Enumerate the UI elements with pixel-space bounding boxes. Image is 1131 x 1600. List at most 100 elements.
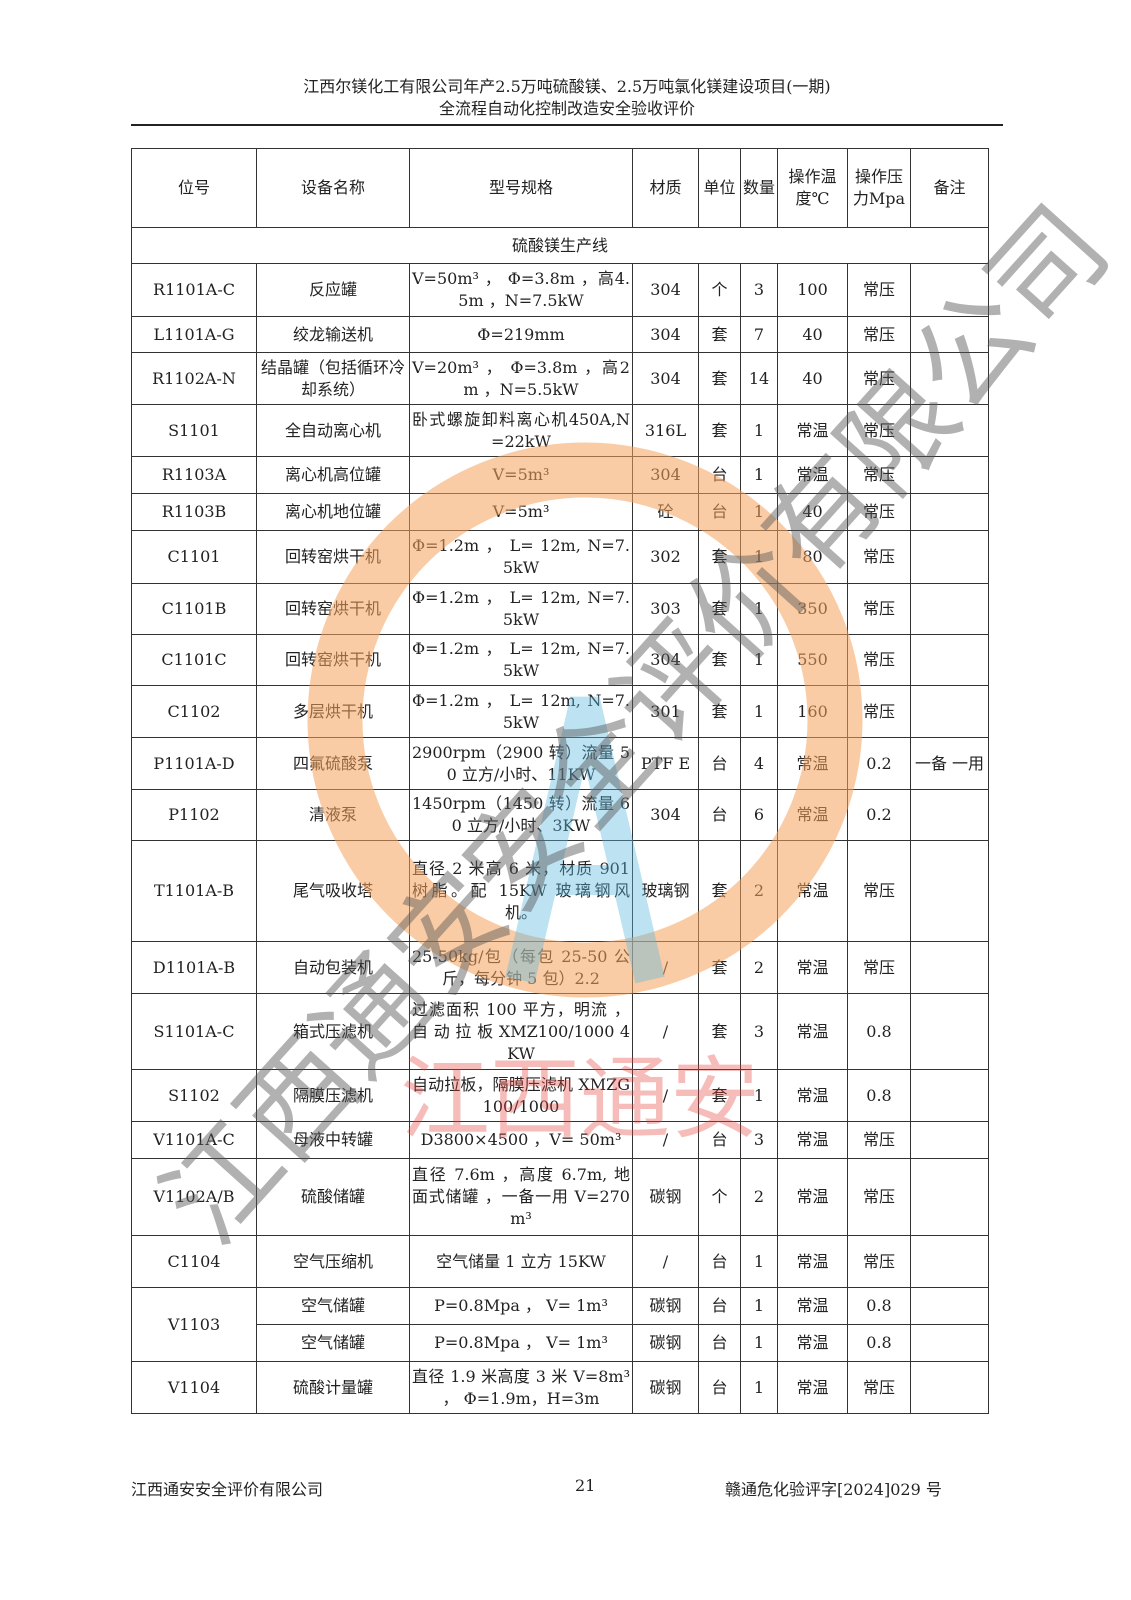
- header-rule: [131, 124, 1003, 126]
- operating-temp-cell: 常温: [777, 1069, 848, 1122]
- operating-temp-cell: 常温: [777, 1361, 848, 1414]
- operating-temp-cell: 常温: [777, 789, 848, 841]
- remarks-cell: [910, 1324, 989, 1362]
- equipment-name-cell: 反应罐: [256, 263, 410, 317]
- unit-cell: 套: [698, 530, 741, 584]
- operating-pressure-cell: 常压: [847, 352, 911, 405]
- section-title: 硫酸镁生产线: [131, 227, 989, 264]
- remarks-cell: [910, 263, 989, 317]
- model-spec-cell: Φ=1.2m ， L= 12m, N=7.5kW: [409, 583, 633, 635]
- operating-temp-cell: 常温: [777, 1158, 848, 1236]
- remarks-cell: [910, 1158, 989, 1236]
- material-cell: 碳钢: [632, 1324, 699, 1362]
- model-spec-cell: 空气储量 1 立方 15KW: [409, 1235, 633, 1288]
- quantity-cell: 1: [740, 1324, 778, 1362]
- equipment-name-cell: 回转窑烘干机: [256, 634, 410, 686]
- operating-temp-cell: 40: [777, 352, 848, 405]
- equipment-name-cell: 回转窑烘干机: [256, 530, 410, 584]
- model-spec-cell: P=0.8Mpa ， V= 1m³: [409, 1287, 633, 1325]
- model-spec-cell: Φ=1.2m ， L= 12m, N=7.5kW: [409, 634, 633, 686]
- material-cell: /: [632, 1121, 699, 1159]
- remarks-cell: [910, 1235, 989, 1288]
- equipment-name-cell: 绞龙输送机: [256, 316, 410, 353]
- position-code-cell: P1101A-D: [131, 737, 257, 790]
- column-header: 操作压力Mpa: [847, 148, 911, 228]
- quantity-cell: 4: [740, 737, 778, 790]
- model-spec-cell: V=50m³ ， Φ=3.8m ，高4.5m ，N=7.5kW: [409, 263, 633, 317]
- equipment-name-cell: 四氟硫酸泵: [256, 737, 410, 790]
- unit-cell: 台: [698, 789, 741, 841]
- material-cell: /: [632, 941, 699, 994]
- table-row: S1102 隔膜压滤机 自动拉板，隔膜压滤机 XMZG100/1000/套 1 常温 0.…: [131, 1069, 989, 1122]
- operating-temp-cell: 160: [777, 685, 848, 738]
- remarks-cell: [910, 1361, 989, 1414]
- table-row: C1101B 回转窑烘干机 Φ=1.2m ， L= 12m, N=7.5kW 303 套…: [131, 583, 989, 635]
- quantity-cell: 2: [740, 840, 778, 942]
- remarks-cell: [910, 404, 989, 457]
- position-code-cell: S1101A-C: [131, 993, 257, 1070]
- material-cell: 碳钢: [632, 1287, 699, 1325]
- quantity-cell: 1: [740, 456, 778, 494]
- table-row: V1102A/B 硫酸储罐 直径 7.6m ，高度 6.7m, 地面式储罐 ，一备一…: [131, 1158, 989, 1236]
- operating-temp-cell: 350: [777, 583, 848, 635]
- column-header: 数量: [740, 148, 778, 228]
- position-code-cell: C1101B: [131, 583, 257, 635]
- model-spec-cell: V=5m³: [409, 493, 633, 531]
- material-cell: /: [632, 1235, 699, 1288]
- unit-cell: 套: [698, 1069, 741, 1122]
- operating-temp-cell: 常温: [777, 840, 848, 942]
- equipment-name-cell: 硫酸储罐: [256, 1158, 410, 1236]
- operating-pressure-cell: 常压: [847, 583, 911, 635]
- table-row: S1101 全自动离心机 卧式螺旋卸料离心机450A,N=22kW 316L 套 1 常温常…: [131, 404, 989, 457]
- unit-cell: 台: [698, 1287, 741, 1325]
- quantity-cell: 2: [740, 1158, 778, 1236]
- unit-cell: 套: [698, 634, 741, 686]
- operating-temp-cell: 常温: [777, 1121, 848, 1159]
- equipment-name-cell: 硫酸计量罐: [256, 1361, 410, 1414]
- quantity-cell: 1: [740, 1235, 778, 1288]
- model-spec-cell: 直径 7.6m ，高度 6.7m, 地面式储罐 ，一备一用 V=270 m³: [409, 1158, 633, 1236]
- operating-pressure-cell: 常压: [847, 530, 911, 584]
- quantity-cell: 1: [740, 685, 778, 738]
- model-spec-cell: 2900rpm（2900 转）流量 50 立方/小时、11KW: [409, 737, 633, 790]
- operating-temp-cell: 常温: [777, 404, 848, 457]
- table-header-row: 位号 设备名称 型号规格 材质 单位 数量 操作温度℃ 操作压力Mpa 备注: [131, 148, 989, 228]
- operating-temp-cell: 40: [777, 493, 848, 531]
- section-row: 硫酸镁生产线: [131, 227, 989, 264]
- table-row: R1101A-C 反应罐 V=50m³ ， Φ=3.8m ，高4.5m ，N=7.5…: [131, 263, 989, 317]
- model-spec-cell: D3800×4500 ，V= 50m³: [409, 1121, 633, 1159]
- unit-cell: 套: [698, 352, 741, 405]
- unit-cell: 台: [698, 1235, 741, 1288]
- equipment-name-cell: 全自动离心机: [256, 404, 410, 457]
- remarks-cell: [910, 493, 989, 531]
- unit-cell: 套: [698, 840, 741, 942]
- equipment-name-cell: 结晶罐（包括循环冷却系统）: [256, 352, 410, 405]
- column-header: 设备名称: [256, 148, 410, 228]
- operating-temp-cell: 常温: [777, 993, 848, 1070]
- model-spec-cell: Φ=1.2m ， L= 12m, N=7.5kW: [409, 685, 633, 738]
- material-cell: 304: [632, 263, 699, 317]
- column-header: 材质: [632, 148, 699, 228]
- equipment-name-cell: 离心机地位罐: [256, 493, 410, 531]
- position-code-cell: S1101: [131, 404, 257, 457]
- model-spec-cell: Φ=1.2m ， L= 12m, N=7.5kW: [409, 530, 633, 584]
- operating-temp-cell: 550: [777, 634, 848, 686]
- model-spec-cell: 自动拉板，隔膜压滤机 XMZG100/1000: [409, 1069, 633, 1122]
- equipment-name-cell: 多层烘干机: [256, 685, 410, 738]
- quantity-cell: 1: [740, 1361, 778, 1414]
- position-code-cell: P1102: [131, 789, 257, 841]
- material-cell: PTF E: [632, 737, 699, 790]
- operating-temp-cell: 常温: [777, 737, 848, 790]
- operating-pressure-cell: 0.8: [847, 993, 911, 1070]
- material-cell: 碳钢: [632, 1361, 699, 1414]
- operating-pressure-cell: 常压: [847, 1361, 911, 1414]
- table-row: C1102 多层烘干机 Φ=1.2m ， L= 12m, N=7.5kW 301 套 1 1…: [131, 685, 989, 738]
- position-code-cell: C1101: [131, 530, 257, 584]
- remarks-cell: [910, 352, 989, 405]
- equipment-name-cell: 空气储罐: [256, 1324, 410, 1362]
- position-code-cell: V1101A-C: [131, 1121, 257, 1159]
- table-row: L1101A-G 绞龙输送机 Φ=219mm 304 套 7 40 常压: [131, 316, 989, 353]
- table-row: R1102A-N 结晶罐（包括循环冷却系统） V=20m³ ， Φ=3.8m ，高2…: [131, 352, 989, 405]
- header-line-1: 江西尔镁化工有限公司年产2.5万吨硫酸镁、2.5万吨氯化镁建设项目(一期): [303, 77, 831, 96]
- material-cell: 304: [632, 316, 699, 353]
